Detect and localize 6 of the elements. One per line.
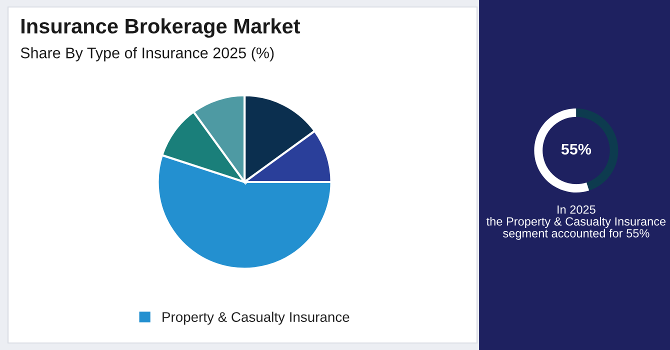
chart-subtitle: Share By Type of Insurance 2025 (%) [20,47,274,62]
donut-slice [534,108,590,192]
text: In 2025 the Property & Casualty Insurance segment accounted for 55% [486,205,666,240]
legend-label: Property & Casualty Insurance [162,312,350,325]
text: 55% [561,144,592,155]
chart-title: Insurance Brokerage Market [21,18,300,38]
